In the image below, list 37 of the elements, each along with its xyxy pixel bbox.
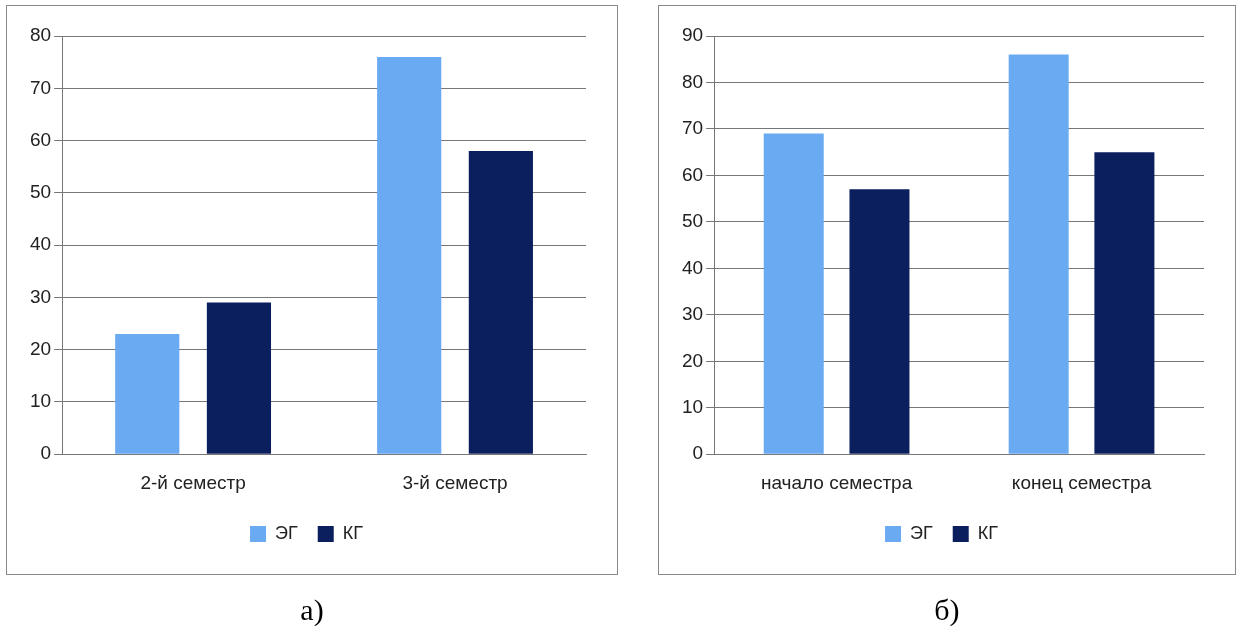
bar [468, 151, 533, 454]
y-tick-label: 80 [681, 70, 704, 92]
x-tick-label: начало семестра [760, 471, 913, 493]
y-tick-label: 70 [29, 76, 52, 98]
y-tick-label: 60 [29, 128, 52, 150]
legend-label: КГ [977, 522, 999, 543]
y-tick-label: 50 [29, 181, 52, 203]
bar [849, 189, 910, 454]
y-tick-label: 80 [29, 24, 52, 46]
bar [763, 133, 824, 454]
text: б) [933, 593, 961, 627]
bar [1094, 152, 1155, 454]
legend-label: ЭГ [910, 522, 933, 543]
y-tick-label: 10 [29, 390, 52, 412]
y-tick-label: 30 [29, 285, 52, 307]
y-tick-label: 40 [681, 256, 704, 278]
y-tick-label: 10 [681, 395, 704, 417]
bar [377, 56, 442, 454]
y-tick-label: 40 [29, 233, 52, 255]
y-tick-label: 50 [681, 210, 704, 232]
text: а) [299, 593, 325, 627]
bar [1008, 54, 1069, 454]
x-tick-label: 2-й семестр [140, 471, 246, 493]
legend-label: КГ [342, 522, 364, 543]
x-tick-label: 3-й семестр [402, 471, 508, 493]
x-tick-label: конец семестра [1011, 471, 1152, 493]
y-tick-label: 90 [681, 24, 704, 46]
legend-label: ЭГ [275, 522, 298, 543]
y-tick-label: 70 [681, 117, 704, 139]
y-tick-label: 0 [40, 442, 52, 464]
y-tick-label: 60 [681, 163, 704, 185]
y-tick-label: 20 [29, 337, 52, 359]
bar [115, 333, 180, 454]
y-tick-label: 20 [681, 349, 704, 371]
y-tick-label: 0 [692, 442, 704, 464]
y-tick-label: 30 [681, 303, 704, 325]
bar [206, 302, 272, 454]
